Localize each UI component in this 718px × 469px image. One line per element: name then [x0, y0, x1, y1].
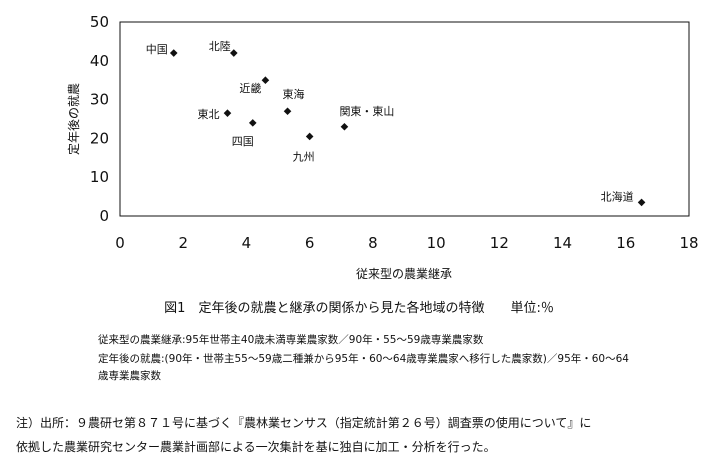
data-point-marker [283, 107, 292, 116]
x-tick-label: 12 [490, 234, 509, 252]
data-point-label: 北陸 [209, 40, 231, 53]
data-point-marker [223, 109, 232, 117]
x-tick-label: 6 [305, 234, 315, 252]
definition-line: 歳専業農家数 [98, 370, 161, 382]
x-axis-label: 従来型の農業継承 [356, 266, 452, 281]
x-tick-label: 10 [427, 234, 446, 252]
definition-line: 定年後の就農:(90年・世帯主55～59歳二種兼から95年・60～64歳専業農家… [98, 353, 629, 365]
x-tick-label: 2 [178, 234, 188, 252]
x-tick-label: 16 [616, 234, 635, 252]
plot-area [119, 21, 690, 217]
data-point-marker [169, 49, 178, 57]
x-tick-label: 8 [368, 234, 378, 252]
data-point-label: 関東・東山 [339, 105, 394, 118]
x-tick-label: 18 [679, 234, 698, 252]
data-point-label: 近畿 [239, 81, 261, 95]
data-point-label: 四国 [232, 135, 254, 148]
data-point-marker [637, 198, 646, 207]
y-tick-label: 40 [90, 52, 109, 70]
data-point-label: 北海道 [601, 189, 634, 203]
data-point-label: 九州 [293, 150, 315, 163]
x-tick-label: 4 [242, 234, 252, 252]
data-point-label: 東海 [283, 87, 305, 101]
y-tick-label: 0 [99, 207, 109, 225]
data-point-marker [230, 49, 238, 57]
data-point-marker [340, 122, 349, 131]
source-note: 依拠した農業研究センター農業計画部による一次集計を基に独自に加工・分析を行った。 [16, 440, 496, 454]
source-note: 注）出所：９農研セ第８７１号に基づく『農林業センサス（指定統計第２６号）調査票の… [16, 416, 592, 430]
data-point-label: 東北 [197, 108, 219, 121]
data-point-label: 中国 [146, 43, 168, 56]
y-tick-label: 10 [90, 168, 109, 186]
y-tick-label: 30 [90, 91, 109, 109]
data-point-marker [261, 76, 270, 84]
definition-line: 従来型の農業継承:95年世帯主40歳未満専業農家数／90年・55～59歳専業農家… [98, 334, 484, 346]
data-point-marker [305, 132, 314, 141]
y-tick-label: 50 [90, 13, 109, 31]
y-axis-label: 定年後の就農 [66, 83, 81, 155]
figure-caption: 図1 定年後の就農と継承の関係から見た各地域の特徴 単位:％ [164, 301, 554, 316]
x-tick-label: 14 [553, 234, 572, 252]
x-tick-label: 0 [115, 234, 125, 252]
y-tick-label: 20 [90, 129, 109, 147]
data-point-marker [248, 119, 257, 127]
